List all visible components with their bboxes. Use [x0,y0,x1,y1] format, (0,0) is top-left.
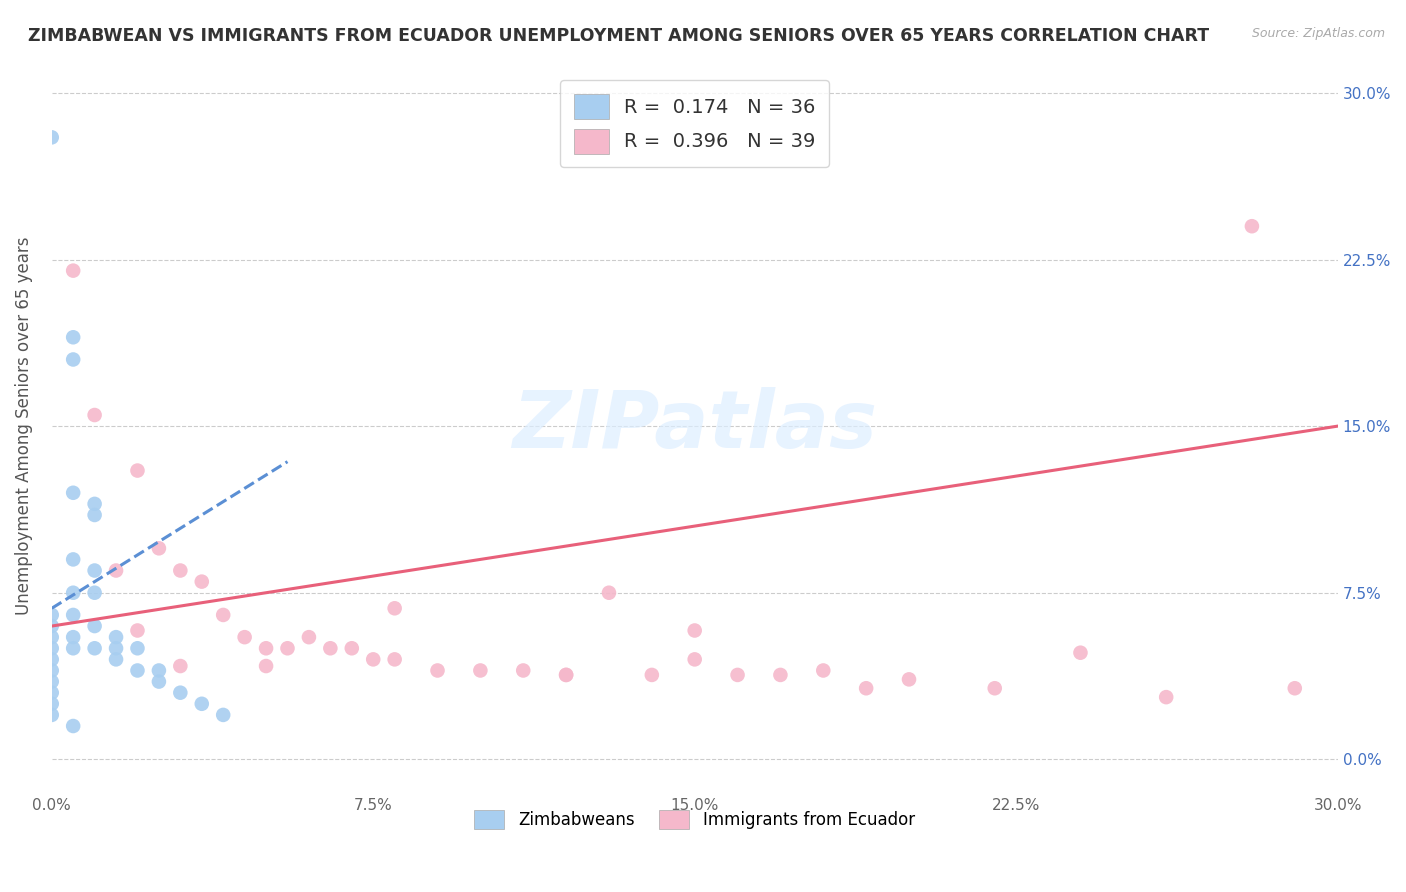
Point [384,601,406,615]
Point [62,719,84,733]
Point [683,652,706,666]
Point [41,619,63,633]
Point [384,652,406,666]
Point [62,607,84,622]
Point [254,641,277,656]
Point [598,585,620,599]
Point [105,630,128,644]
Point [191,697,214,711]
Point [426,664,449,678]
Point [127,624,149,638]
Point [127,664,149,678]
Point [813,664,835,678]
Point [41,697,63,711]
Point [1069,646,1091,660]
Text: ZIPatlas: ZIPatlas [512,387,877,465]
Point [41,641,63,656]
Point [83,619,105,633]
Point [62,585,84,599]
Text: Source: ZipAtlas.com: Source: ZipAtlas.com [1251,27,1385,40]
Point [191,574,214,589]
Point [855,681,877,696]
Point [62,485,84,500]
Point [555,668,578,682]
Point [105,641,128,656]
Point [83,585,105,599]
Point [41,130,63,145]
Point [361,652,384,666]
Point [470,664,492,678]
Point [1154,690,1177,705]
Point [41,674,63,689]
Point [83,641,105,656]
Point [727,668,749,682]
Point [769,668,792,682]
Point [127,641,149,656]
Point [233,630,256,644]
Point [340,641,363,656]
Point [641,668,664,682]
Point [555,668,578,682]
Point [148,664,170,678]
Point [1240,219,1263,234]
Point [169,659,191,673]
Point [83,508,105,522]
Point [148,541,170,556]
Point [169,564,191,578]
Point [41,652,63,666]
Point [83,564,105,578]
Point [169,686,191,700]
Point [276,641,298,656]
Legend: Zimbabweans, Immigrants from Ecuador: Zimbabweans, Immigrants from Ecuador [468,803,921,836]
Point [41,686,63,700]
Point [1284,681,1306,696]
Point [62,263,84,277]
Point [83,497,105,511]
Point [83,408,105,422]
Point [512,664,534,678]
Point [212,707,235,722]
Y-axis label: Unemployment Among Seniors over 65 years: Unemployment Among Seniors over 65 years [15,237,32,615]
Point [254,659,277,673]
Text: ZIMBABWEAN VS IMMIGRANTS FROM ECUADOR UNEMPLOYMENT AMONG SENIORS OVER 65 YEARS C: ZIMBABWEAN VS IMMIGRANTS FROM ECUADOR UN… [28,27,1209,45]
Point [319,641,342,656]
Point [62,630,84,644]
Point [127,464,149,478]
Point [105,652,128,666]
Point [683,624,706,638]
Point [148,674,170,689]
Point [41,630,63,644]
Point [105,564,128,578]
Point [41,707,63,722]
Point [983,681,1005,696]
Point [62,352,84,367]
Point [41,607,63,622]
Point [62,330,84,344]
Point [212,607,235,622]
Point [898,673,921,687]
Point [62,641,84,656]
Point [41,664,63,678]
Point [62,552,84,566]
Point [298,630,321,644]
